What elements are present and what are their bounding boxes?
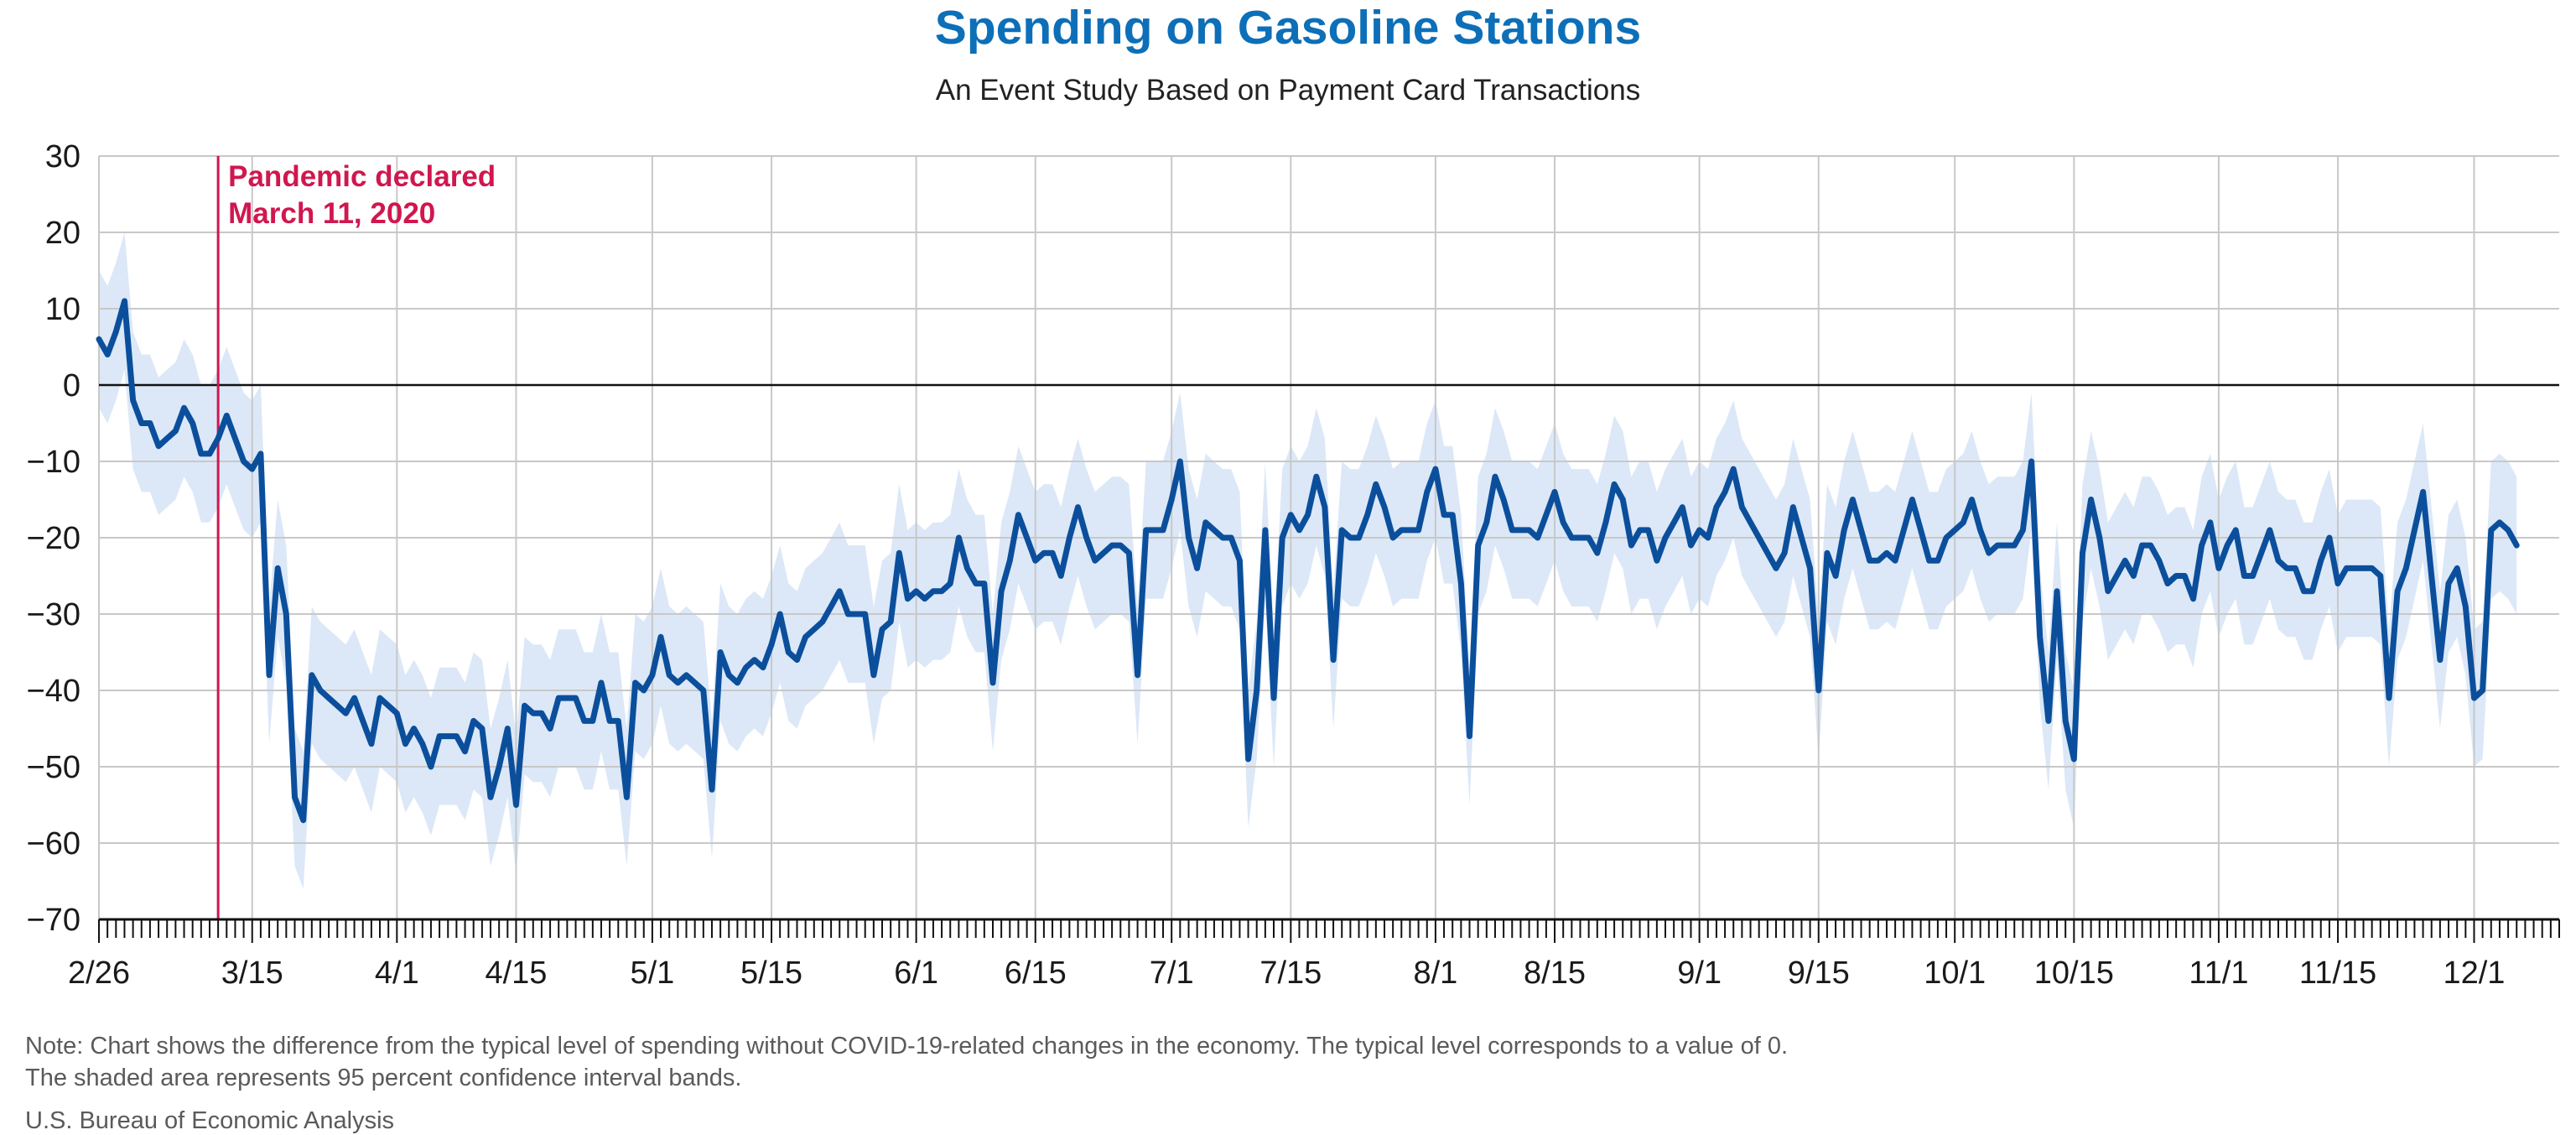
note-line-1: Note: Chart shows the difference from th… bbox=[25, 1033, 1789, 1060]
confidence-band bbox=[99, 232, 2517, 889]
x-tick-label: 4/15 bbox=[485, 955, 547, 991]
x-tick-label: 5/1 bbox=[630, 955, 674, 991]
y-tick-label: 0 bbox=[63, 368, 80, 403]
x-tick-label: 4/1 bbox=[375, 955, 419, 991]
annotation-line-1: Pandemic declared bbox=[228, 160, 496, 193]
x-tick-label: 9/1 bbox=[1677, 955, 1722, 991]
y-tick-label: −70 bbox=[27, 903, 80, 938]
y-tick-label: 20 bbox=[45, 216, 80, 251]
x-tick-label: 7/15 bbox=[1259, 955, 1322, 991]
annotation-line-2: March 11, 2020 bbox=[228, 197, 435, 230]
y-tick-label: −10 bbox=[27, 445, 80, 480]
line-chart: 30 20 10 0 −10 −20 −30 −40 −50 −60 −70 2/26 3/15 4/1 4… bbox=[27, 139, 2560, 991]
source-credit: U.S. Bureau of Economic Analysis bbox=[25, 1107, 395, 1134]
x-tick-label: 12/1 bbox=[2443, 955, 2505, 991]
y-tick-label: −20 bbox=[27, 521, 80, 556]
chart-note: Note: Chart shows the difference from th… bbox=[25, 1030, 2457, 1094]
note-line-2: The shaded area represents 95 percent co… bbox=[25, 1065, 742, 1091]
y-tick-label: 30 bbox=[45, 139, 80, 174]
x-tick-label: 6/15 bbox=[1005, 955, 1067, 991]
x-tick-label: 8/15 bbox=[1524, 955, 1586, 991]
x-tick-label: 2/26 bbox=[68, 955, 130, 991]
x-tick-label: 6/1 bbox=[894, 955, 938, 991]
x-tick-label: 10/1 bbox=[1924, 955, 1986, 991]
y-tick-label: 10 bbox=[45, 292, 80, 327]
y-tick-label: −60 bbox=[27, 826, 80, 862]
x-tick-label: 10/15 bbox=[2034, 955, 2114, 991]
x-tick-label: 11/15 bbox=[2299, 955, 2376, 991]
x-tick-label: 7/1 bbox=[1150, 955, 1194, 991]
series-line bbox=[96, 298, 2520, 824]
x-tick-label: 3/15 bbox=[221, 955, 283, 991]
x-tick-label: 11/1 bbox=[2189, 955, 2248, 991]
chart-title: Spending on Gasoline Stations bbox=[934, 1, 1642, 55]
y-tick-label: −30 bbox=[27, 597, 80, 633]
y-tick-label: −40 bbox=[27, 674, 80, 709]
x-tick-label: 5/15 bbox=[740, 955, 802, 991]
x-tick-label: 9/15 bbox=[1788, 955, 1850, 991]
y-tick-label: −50 bbox=[27, 750, 80, 785]
x-tick-label: 8/1 bbox=[1413, 955, 1457, 991]
chart-subtitle: An Event Study Based on Payment Card Tra… bbox=[935, 74, 1641, 107]
